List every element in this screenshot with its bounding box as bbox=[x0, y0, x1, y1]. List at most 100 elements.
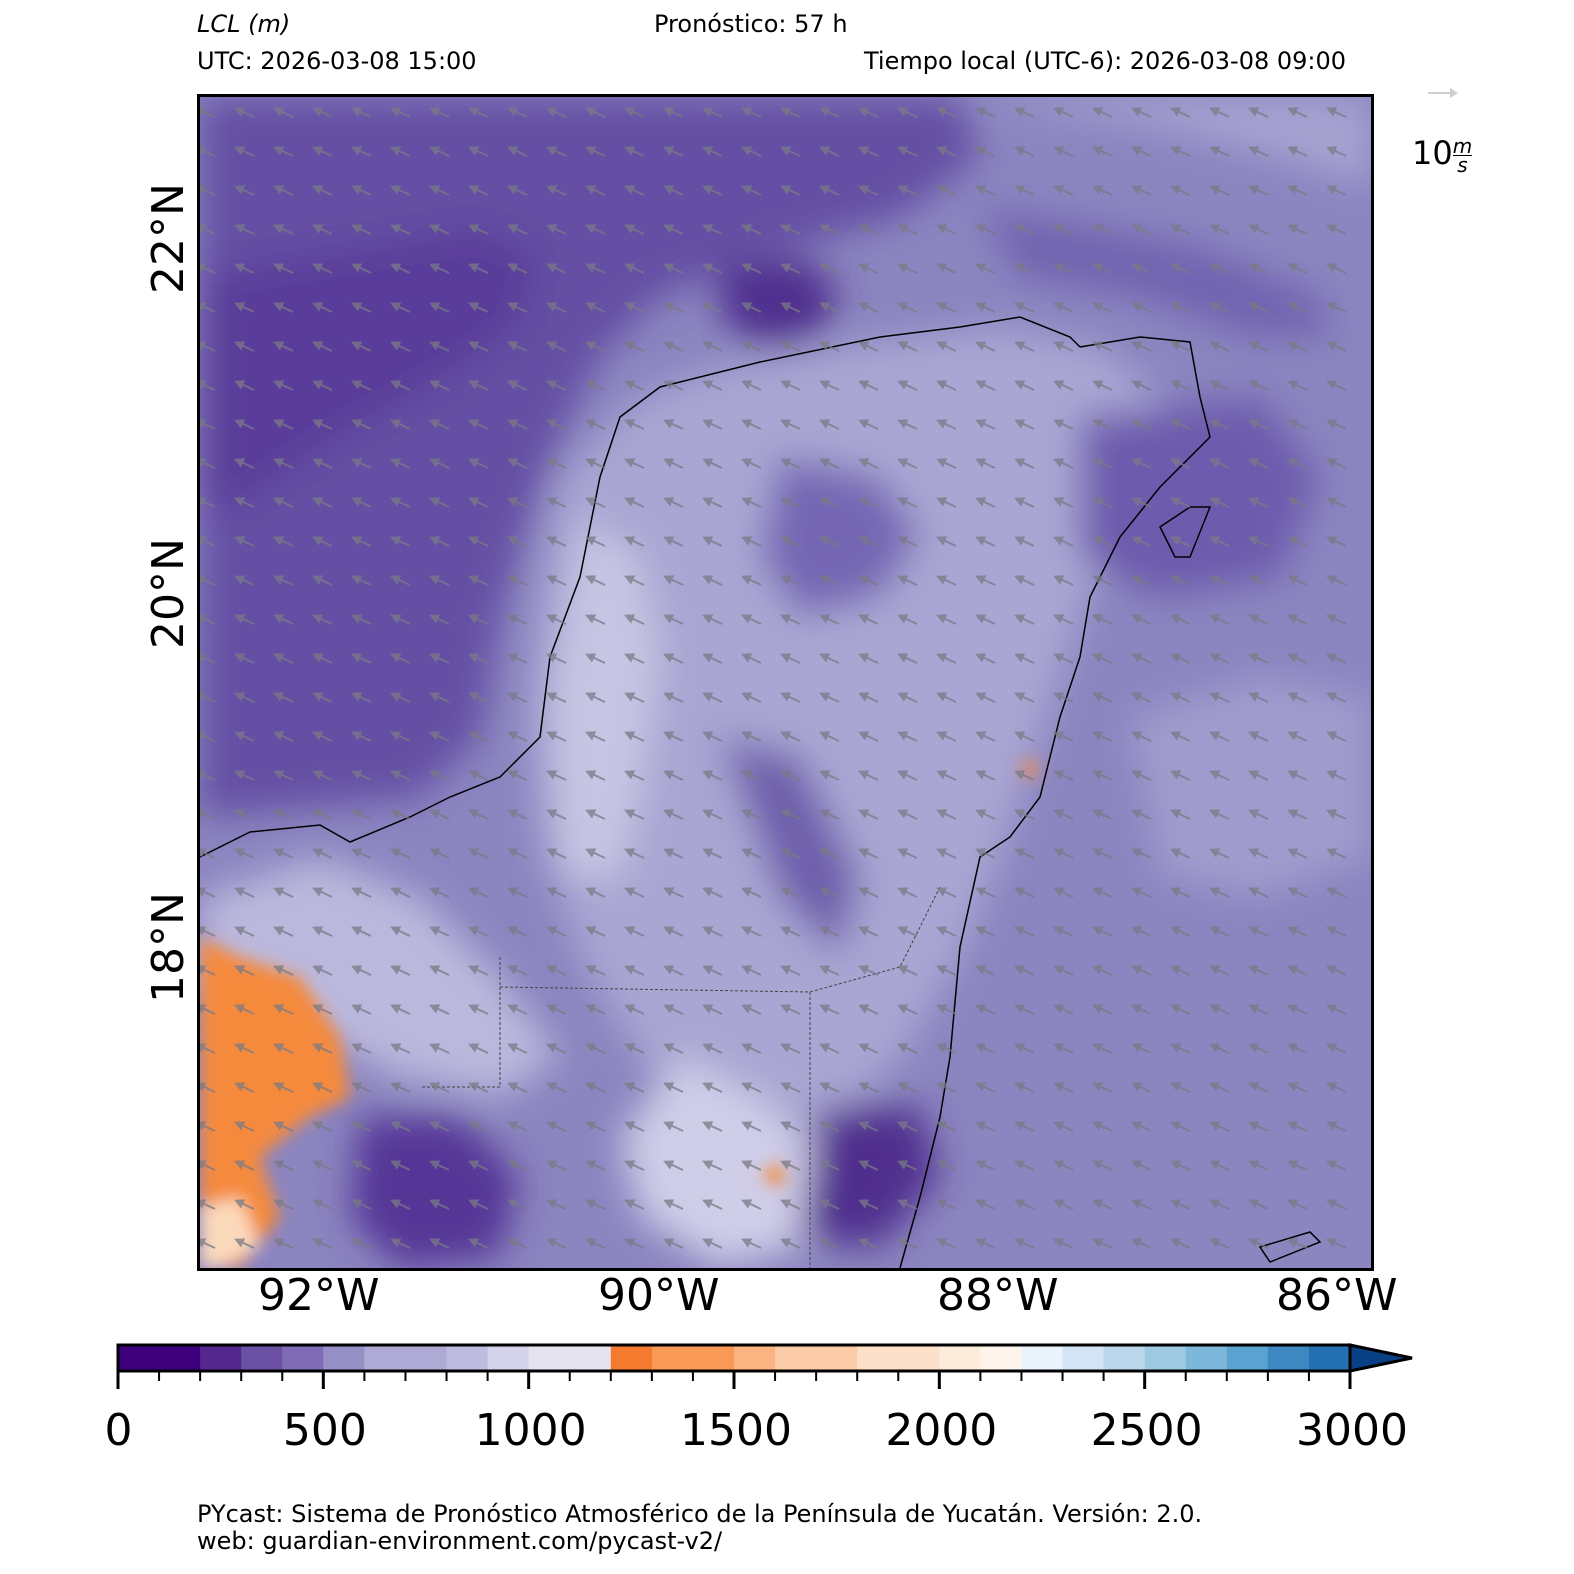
wind-arrow bbox=[585, 1160, 606, 1171]
wind-arrow bbox=[702, 185, 723, 196]
wind-arrow bbox=[351, 185, 372, 196]
wind-arrow bbox=[858, 107, 879, 118]
wind-arrow bbox=[936, 497, 957, 508]
wind-arrow bbox=[936, 341, 957, 352]
wind-arrow bbox=[585, 419, 606, 430]
wind-arrow bbox=[897, 1082, 918, 1093]
wind-arrow bbox=[936, 185, 957, 196]
wind-arrow bbox=[546, 302, 567, 313]
variable-unit: (m) bbox=[248, 10, 291, 38]
wind-arrow bbox=[1092, 536, 1113, 547]
wind-arrow bbox=[780, 497, 801, 508]
wind-arrow bbox=[702, 653, 723, 664]
wind-arrow bbox=[1248, 887, 1269, 898]
wind-arrow bbox=[273, 1082, 294, 1093]
wind-arrow bbox=[429, 185, 450, 196]
wind-arrow bbox=[468, 458, 489, 469]
wind-arrow bbox=[897, 107, 918, 118]
wind-arrow bbox=[507, 887, 528, 898]
wind-arrow bbox=[624, 107, 645, 118]
wind-arrow bbox=[624, 731, 645, 742]
wind-arrow bbox=[663, 419, 684, 430]
wind-arrow bbox=[234, 1199, 255, 1210]
wind-arrow bbox=[936, 731, 957, 742]
wind-arrow bbox=[1170, 1199, 1191, 1210]
wind-reference-arrow bbox=[1428, 88, 1458, 98]
wind-arrow bbox=[858, 1160, 879, 1171]
wind-arrow bbox=[585, 458, 606, 469]
wind-arrow bbox=[273, 224, 294, 235]
wind-arrow bbox=[546, 965, 567, 976]
wind-reference-unit-den: s bbox=[1457, 152, 1468, 177]
wind-arrow bbox=[663, 653, 684, 664]
wind-arrow bbox=[429, 536, 450, 547]
wind-arrow bbox=[585, 692, 606, 703]
wind-arrow bbox=[1014, 809, 1035, 820]
wind-arrow bbox=[663, 575, 684, 586]
wind-arrow bbox=[234, 107, 255, 118]
wind-arrow bbox=[429, 1238, 450, 1249]
wind-arrow bbox=[390, 1199, 411, 1210]
wind-arrow bbox=[663, 926, 684, 937]
wind-arrow bbox=[741, 1004, 762, 1015]
wind-arrow bbox=[780, 887, 801, 898]
wind-arrow bbox=[429, 263, 450, 274]
wind-arrow bbox=[1170, 419, 1191, 430]
wind-arrow bbox=[1209, 731, 1230, 742]
dark-band-east bbox=[980, 207, 1330, 337]
wind-arrow bbox=[234, 1160, 255, 1171]
wind-arrow bbox=[897, 263, 918, 274]
wind-arrow bbox=[429, 224, 450, 235]
wind-arrow bbox=[507, 536, 528, 547]
wind-arrow bbox=[390, 731, 411, 742]
wind-arrow bbox=[897, 1043, 918, 1054]
orange-high-lcl-sw bbox=[200, 937, 350, 1268]
wind-arrow bbox=[1092, 1082, 1113, 1093]
wind-arrow bbox=[1248, 1004, 1269, 1015]
wind-arrow bbox=[507, 926, 528, 937]
wind-arrow bbox=[702, 302, 723, 313]
wind-arrow bbox=[1053, 575, 1074, 586]
wind-arrow bbox=[234, 263, 255, 274]
wind-arrow bbox=[780, 965, 801, 976]
wind-arrow bbox=[351, 341, 372, 352]
wind-arrow bbox=[702, 146, 723, 157]
wind-arrow bbox=[624, 1199, 645, 1210]
wind-arrow bbox=[819, 1004, 840, 1015]
wind-arrow bbox=[1170, 692, 1191, 703]
wind-arrow bbox=[1248, 575, 1269, 586]
wind-arrow bbox=[1248, 653, 1269, 664]
wind-arrow bbox=[663, 1121, 684, 1132]
wind-arrow bbox=[624, 341, 645, 352]
wind-arrow bbox=[1131, 224, 1152, 235]
wind-arrow bbox=[1053, 653, 1074, 664]
wind-arrow bbox=[468, 536, 489, 547]
light-sw-plain bbox=[200, 857, 560, 1097]
wind-arrow bbox=[1170, 731, 1191, 742]
wind-arrow bbox=[390, 1160, 411, 1171]
wind-arrow bbox=[351, 1238, 372, 1249]
wind-arrow bbox=[1287, 653, 1308, 664]
wind-arrow bbox=[1248, 458, 1269, 469]
wind-arrow bbox=[234, 419, 255, 430]
wind-arrow bbox=[1014, 887, 1035, 898]
wind-arrow bbox=[1170, 809, 1191, 820]
wind-arrow bbox=[273, 1004, 294, 1015]
wind-arrow bbox=[975, 497, 996, 508]
wind-arrow bbox=[819, 185, 840, 196]
wind-arrow bbox=[351, 419, 372, 430]
wind-arrow bbox=[1053, 809, 1074, 820]
wind-arrow bbox=[936, 575, 957, 586]
wind-arrow bbox=[858, 497, 879, 508]
wind-arrow bbox=[1209, 458, 1230, 469]
wind-arrow bbox=[312, 770, 333, 781]
wind-arrow bbox=[1326, 653, 1347, 664]
wind-arrow bbox=[1326, 1004, 1347, 1015]
wind-arrow bbox=[780, 1004, 801, 1015]
wind-arrow bbox=[780, 1082, 801, 1093]
wind-arrow bbox=[390, 146, 411, 157]
wind-arrow bbox=[1287, 731, 1308, 742]
wind-arrow bbox=[936, 107, 957, 118]
wind-arrow bbox=[234, 185, 255, 196]
wind-arrow bbox=[702, 809, 723, 820]
